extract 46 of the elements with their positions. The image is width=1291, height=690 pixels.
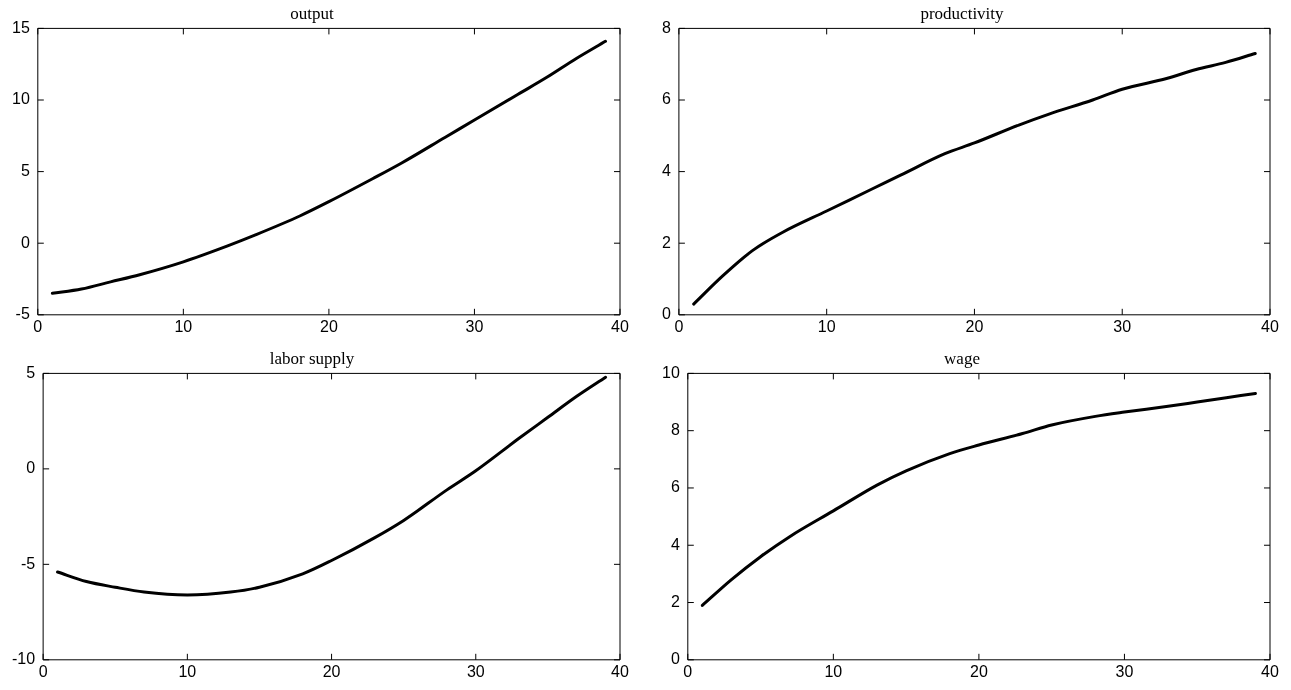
- y-tick-label: 0: [20, 233, 30, 251]
- line-series: [692, 51, 1257, 306]
- x-tick-label: 40: [1261, 662, 1279, 680]
- chart-title: wage: [944, 348, 980, 368]
- y-tick-label: 4: [670, 535, 680, 553]
- y-tick-label: -10: [12, 650, 36, 668]
- x-tick-label: 10: [178, 662, 197, 680]
- y-tick-label: 15: [12, 18, 30, 36]
- x-tick-label: 40: [1261, 317, 1279, 335]
- x-tick-label: 30: [1115, 662, 1134, 680]
- y-tick-label: 0: [661, 305, 671, 323]
- x-tick-label: 40: [611, 317, 629, 335]
- y-tick-label: 10: [12, 90, 30, 108]
- y-tick-label: -5: [20, 554, 36, 572]
- y-tick-label: 2: [670, 592, 680, 610]
- chart-title: output: [290, 3, 334, 23]
- y-tick-label: 0: [26, 459, 36, 477]
- x-tick-label: 0: [683, 662, 693, 680]
- y-tick-label: 8: [670, 421, 680, 439]
- x-tick-label: 10: [824, 662, 843, 680]
- y-tick-label: 5: [26, 363, 36, 381]
- y-tick-label: 5: [20, 162, 30, 180]
- x-tick-label: 20: [970, 662, 988, 680]
- y-tick-label: 6: [670, 478, 680, 496]
- y-tick-label: 0: [670, 650, 680, 668]
- y-tick-label: 2: [661, 233, 671, 251]
- line-series: [50, 39, 607, 295]
- x-tick-label: 0: [38, 662, 48, 680]
- chart-title: labor supply: [269, 348, 355, 368]
- y-tick-label: 10: [662, 363, 680, 381]
- y-tick-label: 4: [661, 162, 671, 180]
- x-tick-label: 20: [322, 662, 341, 680]
- x-tick-label: 20: [965, 317, 984, 335]
- y-tick-label: 8: [661, 18, 671, 36]
- line-series: [56, 375, 608, 597]
- x-tick-label: 20: [320, 317, 338, 335]
- x-tick-label: 10: [817, 317, 836, 335]
- x-tick-label: 10: [174, 317, 193, 335]
- x-tick-label: 30: [465, 317, 484, 335]
- x-tick-label: 30: [466, 662, 485, 680]
- y-tick-label: 6: [661, 90, 671, 108]
- chart-title: productivity: [920, 3, 1005, 23]
- x-tick-label: 40: [611, 662, 629, 680]
- x-tick-label: 30: [1113, 317, 1132, 335]
- y-tick-label: -5: [15, 305, 30, 323]
- line-series: [700, 391, 1257, 607]
